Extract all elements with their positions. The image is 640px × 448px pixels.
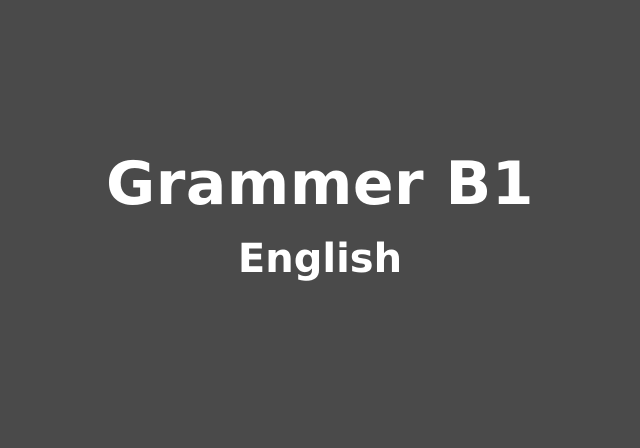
slide-title: Grammer B1: [105, 149, 535, 219]
slide-subtitle: English: [237, 236, 403, 282]
